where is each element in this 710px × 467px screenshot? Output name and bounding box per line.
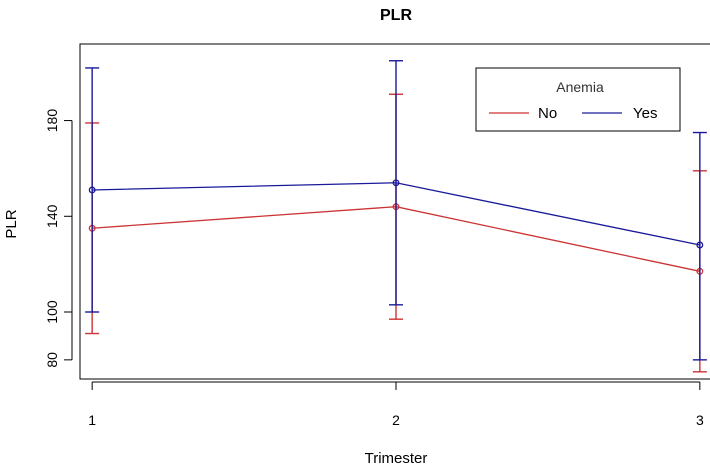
legend-label-no: No (538, 105, 557, 122)
legend: Anemia No Yes (475, 67, 681, 132)
x-axis-label: Trimester (365, 450, 428, 467)
data-point-yes (696, 241, 704, 249)
data-point-yes (88, 186, 96, 194)
data-point-yes (392, 179, 400, 187)
y-tick-label: 180 (44, 109, 60, 133)
plot-frame (79, 43, 710, 380)
series-layer (85, 60, 707, 373)
y-axis-label: PLR (3, 209, 20, 238)
x-tick-label: 2 (392, 412, 400, 428)
legend-title: Anemia (556, 79, 604, 95)
chart-title: PLR (380, 7, 412, 24)
legend-label-yes: Yes (633, 105, 657, 122)
legend-box (475, 67, 681, 132)
y-tick-label: 140 (44, 204, 60, 228)
x-axis: 1 2 3 (88, 381, 704, 428)
series-yes (85, 60, 707, 361)
x-tick-label: 1 (88, 412, 96, 428)
y-tick-label: 100 (44, 300, 60, 324)
x-tick-label: 3 (696, 412, 704, 428)
y-axis: 80 100 140 180 (44, 109, 73, 368)
y-tick-label: 80 (44, 352, 60, 368)
